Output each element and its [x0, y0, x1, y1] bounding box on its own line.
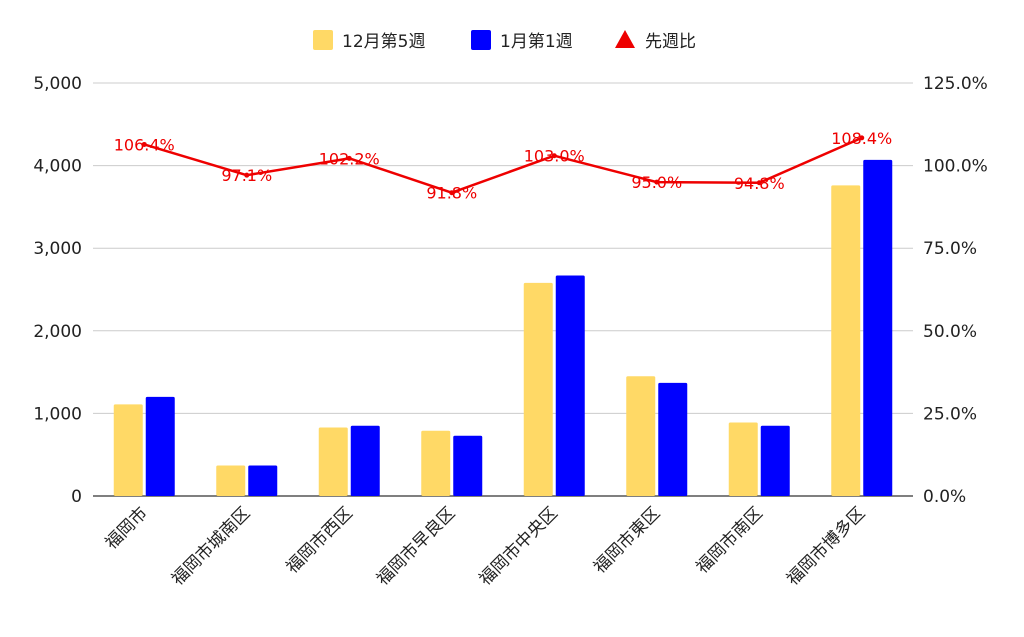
category-label: 福岡市東区	[590, 503, 664, 577]
ratio-point	[141, 141, 147, 147]
right-tick-label: 50.0%	[923, 322, 977, 342]
category-label: 福岡市中央区	[476, 503, 562, 589]
legend-item-12gatsu[interactable]: 12月第5週	[313, 30, 425, 52]
bar-dec-week5	[831, 185, 861, 496]
ratio-point	[449, 190, 455, 196]
category-label: 福岡市城南区	[168, 503, 254, 589]
right-tick-label: 75.0%	[923, 239, 977, 259]
right-tick-label: 25.0%	[923, 404, 977, 424]
legend-item-senshuhi[interactable]: 先週比	[615, 30, 696, 52]
category-label: 福岡市南区	[693, 503, 767, 577]
ratio-data-label: 103.0%	[524, 147, 585, 166]
left-tick-label: 0	[71, 487, 82, 507]
left-tick-label: 5,000	[33, 74, 82, 94]
ratio-data-label: 108.4%	[831, 129, 892, 148]
category-label: 福岡市早良区	[373, 503, 459, 589]
ratio-data-label: 97.1%	[221, 166, 272, 185]
bar-jan-week1	[350, 425, 380, 496]
bar-dec-week5	[728, 422, 758, 496]
bar-jan-week1	[555, 275, 585, 496]
bars	[113, 159, 893, 496]
bar-dec-week5	[216, 465, 246, 496]
category-label: 福岡市博多区	[783, 503, 869, 589]
legend-swatch-12gatsu	[313, 30, 333, 50]
legend-swatch-1gatsu	[471, 30, 491, 50]
bar-dec-week5	[421, 430, 451, 496]
ratio-point	[346, 155, 352, 161]
bar-jan-week1	[145, 396, 175, 496]
bar-dec-week5	[523, 282, 553, 496]
ratio-data-label: 91.8%	[426, 184, 477, 203]
left-tick-label: 1,000	[33, 404, 82, 424]
legend-label-1gatsu: 1月第1週	[500, 32, 573, 52]
legend-label-senshuhi: 先週比	[645, 32, 696, 52]
left-tick-label: 3,000	[33, 239, 82, 259]
legend-label-12gatsu: 12月第5週	[342, 32, 425, 52]
ratio-point	[244, 172, 250, 178]
ratio-line	[141, 135, 865, 196]
ratio-point	[859, 135, 865, 141]
bar-jan-week1	[248, 465, 278, 496]
bar-dec-week5	[318, 427, 348, 496]
bar-jan-week1	[760, 425, 790, 496]
ratio-point	[654, 179, 660, 185]
ratio-point	[756, 180, 762, 186]
category-labels: 福岡市 福岡市城南区 福岡市西区 福岡市早良区 福岡市中央区 福岡市東区 福岡市南区 福岡市博…	[102, 503, 870, 589]
bar-dec-week5	[113, 404, 143, 496]
left-tick-label: 4,000	[33, 157, 82, 177]
bar-jan-week1	[453, 435, 483, 496]
ratio-data-label: 95.0%	[631, 173, 682, 192]
bar-dec-week5	[626, 376, 656, 496]
legend-triangle-icon	[615, 30, 635, 48]
right-tick-label: 0.0%	[923, 487, 966, 507]
ratio-data-label: 94.8%	[734, 174, 785, 193]
gridlines	[93, 82, 913, 497]
legend: 12月第5週 1月第1週 先週比	[313, 30, 696, 52]
right-axis: 0.0% 25.0% 50.0% 75.0% 100.0% 125.0%	[923, 74, 988, 507]
category-label: 福岡市	[102, 503, 152, 553]
ratio-point	[551, 153, 557, 159]
left-tick-label: 2,000	[33, 322, 82, 342]
bar-jan-week1	[658, 382, 688, 496]
data-labels: 106.4% 97.1% 102.2% 91.8% 103.0% 95.0% 94.8% 10…	[114, 129, 893, 203]
right-tick-label: 125.0%	[923, 74, 988, 94]
ratio-data-label: 106.4%	[114, 135, 175, 154]
right-tick-label: 100.0%	[923, 157, 988, 177]
left-axis: 0 1,000 2,000 3,000 4,000 5,000	[33, 74, 82, 507]
ratio-data-label: 102.2%	[319, 149, 380, 168]
bar-jan-week1	[863, 159, 893, 496]
ratio-line-path	[143, 136, 863, 194]
category-label: 福岡市西区	[283, 503, 357, 577]
legend-item-1gatsu[interactable]: 1月第1週	[471, 30, 573, 52]
